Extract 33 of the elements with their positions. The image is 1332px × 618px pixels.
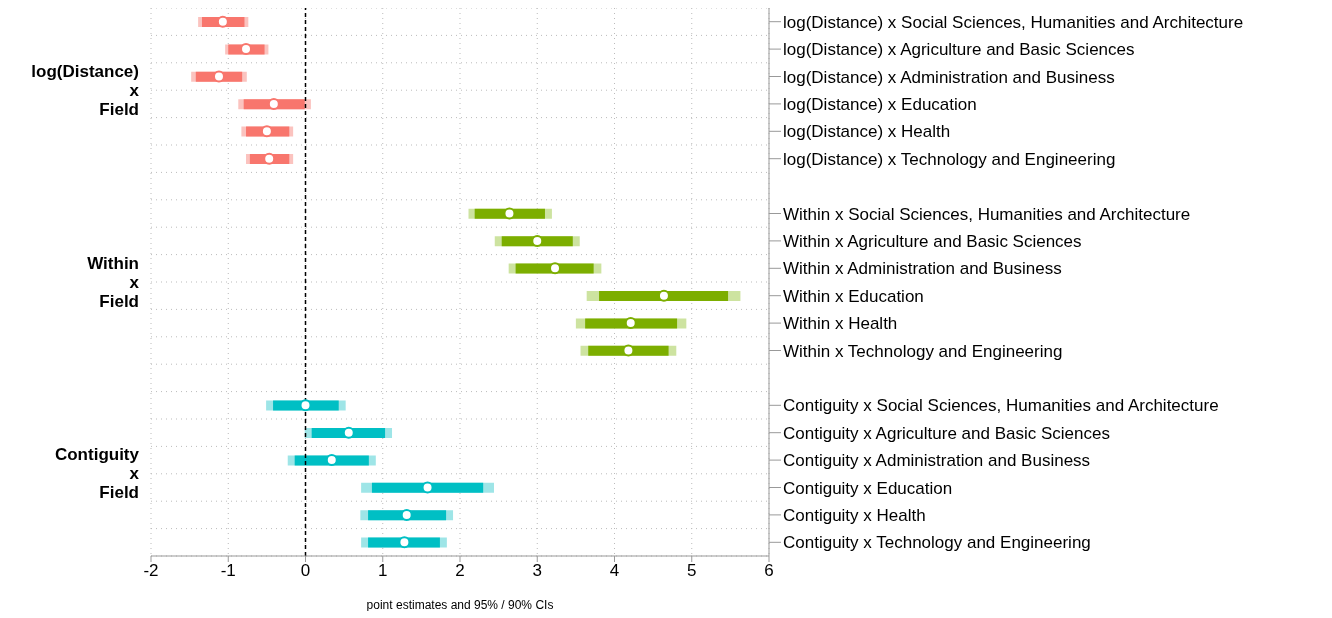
y-tick-label: Contiguity x Social Sciences, Humanities and Architecture <box>783 396 1219 416</box>
x-tick-label: 0 <box>300 561 311 581</box>
x-tick-label: -2 <box>143 561 159 581</box>
y-tick-label: Within x Social Sciences, Humanities and Architecture <box>783 204 1191 224</box>
x-tick-label: 4 <box>609 561 620 581</box>
y-tick-label: log(Distance) x Health <box>783 122 951 142</box>
y-tick-label: Contiguity x Agriculture and Basic Sciences <box>783 423 1110 443</box>
bar <box>371 482 484 493</box>
text: Contiguity x Field <box>53 444 139 504</box>
y-tick-label: Contiguity x Education <box>783 478 953 498</box>
y-tick-label: log(Distance) x Administration and Business <box>783 67 1115 87</box>
y-tick-label: Contiguity x Health <box>783 505 926 525</box>
y-tick-label: log(Distance) x Technology and Engineering <box>783 149 1116 169</box>
y-tick-label: Within x Health <box>783 314 898 334</box>
x-tick-label: 5 <box>687 561 697 581</box>
y-tick-label: Within x Education <box>783 286 924 306</box>
y-tick-label: Contiguity x Technology and Engineering <box>783 533 1091 553</box>
bar <box>599 291 729 301</box>
y-tick-label: log(Distance) x Education <box>783 94 977 114</box>
y-tick-label: Contiguity x Administration and Business <box>783 451 1091 471</box>
y-tick-label: Within x Administration and Business <box>783 259 1062 279</box>
x-tick-label: 3 <box>532 561 542 581</box>
y-tick-label: Within x Agriculture and Basic Sciences <box>783 231 1082 251</box>
text: log(Distance) x Field <box>30 60 139 121</box>
y-tick-label: Within x Technology and Engineering <box>783 341 1063 361</box>
x-tick-label: 2 <box>455 561 465 581</box>
y-tick-label: log(Distance) x Agriculture and Basic Sciences <box>783 40 1135 60</box>
x-tick-label: 1 <box>378 561 388 581</box>
x-axis-title: point estimates and 95% / 90% CIs <box>366 598 554 612</box>
y-tick-label: log(Distance) x Social Sciences, Humanities and Architecture <box>783 12 1244 32</box>
x-tick-label: 6 <box>764 561 774 581</box>
x-tick-label: -1 <box>220 561 236 581</box>
text: Within x Field <box>86 252 139 312</box>
